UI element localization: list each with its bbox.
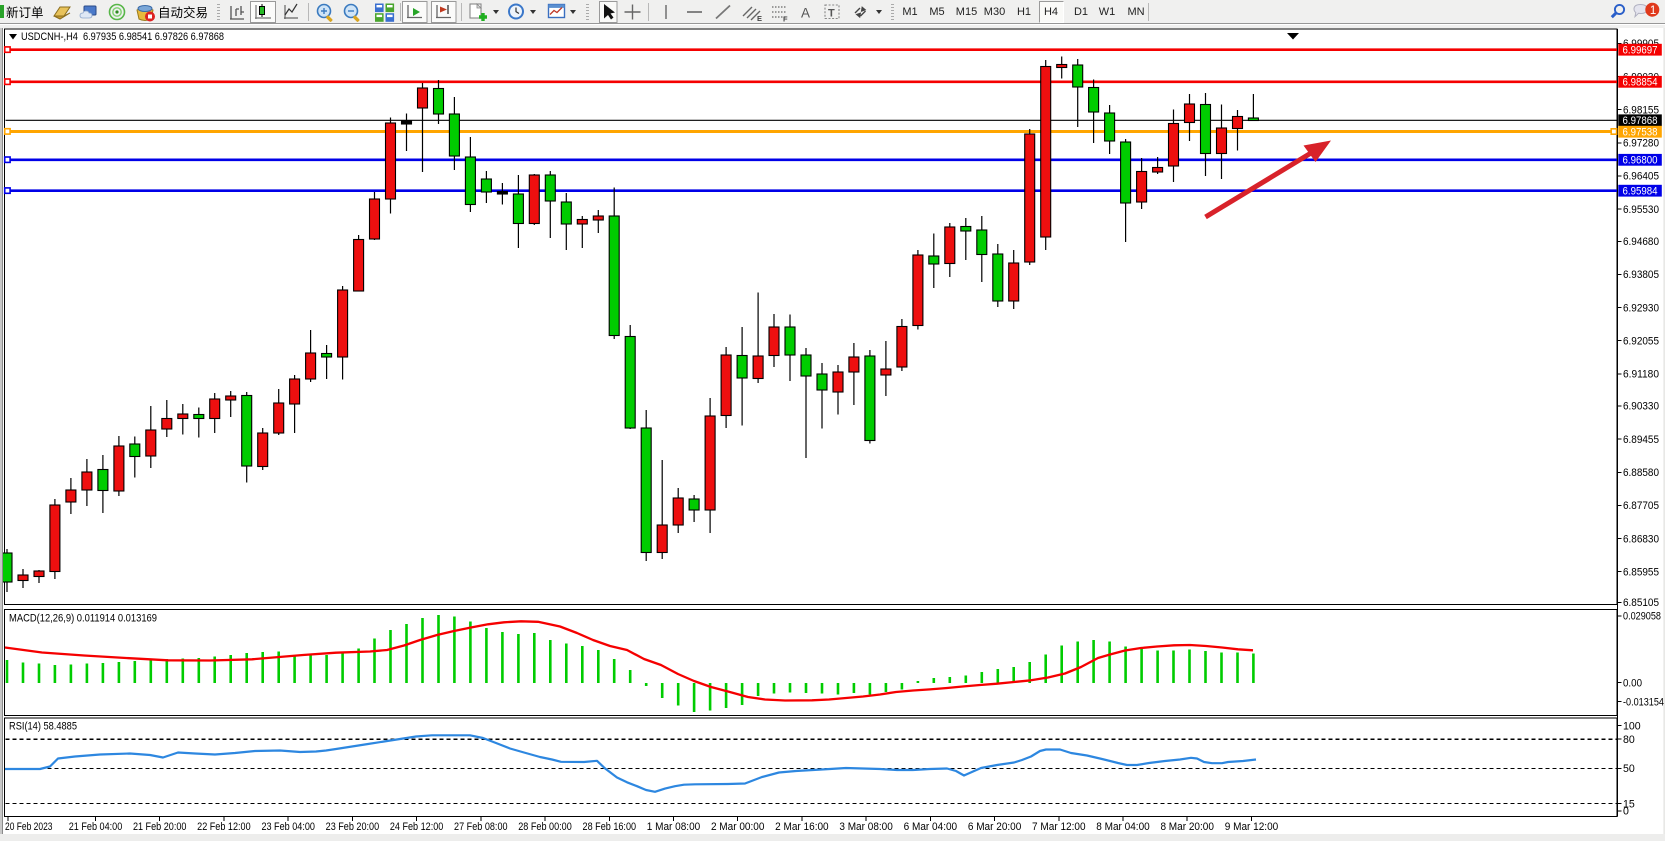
svg-text:USDCNH-,H4 6.97935 6.98541 6.: USDCNH-,H4 6.97935 6.98541 6.97826 6.978… [21, 31, 224, 43]
svg-text:6.89455: 6.89455 [1623, 434, 1659, 446]
svg-text:6.97280: 6.97280 [1623, 138, 1659, 150]
svg-text:0: 0 [1623, 806, 1629, 818]
svg-text:22 Feb 12:00: 22 Feb 12:00 [197, 821, 251, 833]
svg-text:MACD(12,26,9) 0.011914 0.01316: MACD(12,26,9) 0.011914 0.013169 [9, 613, 157, 625]
svg-text:6.95530: 6.95530 [1623, 204, 1659, 216]
svg-text:6.92055: 6.92055 [1623, 335, 1659, 347]
svg-text:8 Mar 04:00: 8 Mar 04:00 [1096, 821, 1150, 833]
svg-text:6.91180: 6.91180 [1623, 369, 1659, 381]
svg-text:8 Mar 20:00: 8 Mar 20:00 [1160, 821, 1214, 833]
svg-text:6.88580: 6.88580 [1623, 467, 1659, 479]
svg-text:6 Mar 20:00: 6 Mar 20:00 [968, 821, 1022, 833]
svg-text:7 Mar 12:00: 7 Mar 12:00 [1032, 821, 1086, 833]
svg-text:6.85105: 6.85105 [1623, 597, 1659, 609]
svg-text:A: A [801, 6, 810, 21]
svg-text:-0.013154: -0.013154 [1623, 696, 1664, 708]
svg-text:6.97538: 6.97538 [1623, 127, 1658, 139]
svg-text:2 Mar 16:00: 2 Mar 16:00 [775, 821, 829, 833]
svg-text:2 Mar 00:00: 2 Mar 00:00 [711, 821, 765, 833]
svg-text:0.029058: 0.029058 [1623, 611, 1661, 623]
svg-text:23 Feb 04:00: 23 Feb 04:00 [261, 821, 315, 833]
svg-text:自动交易: 自动交易 [158, 5, 208, 20]
svg-text:6.90330: 6.90330 [1623, 401, 1659, 413]
svg-text:6.85955: 6.85955 [1623, 566, 1659, 578]
svg-text:6 Mar 04:00: 6 Mar 04:00 [904, 821, 958, 833]
svg-text:6.99697: 6.99697 [1623, 45, 1658, 57]
svg-text:6.87705: 6.87705 [1623, 500, 1659, 512]
svg-text:6.93805: 6.93805 [1623, 269, 1659, 281]
svg-text:50: 50 [1623, 763, 1635, 775]
svg-text:6.98854: 6.98854 [1623, 77, 1658, 89]
svg-text:3 Mar 08:00: 3 Mar 08:00 [839, 821, 893, 833]
svg-text:F: F [783, 15, 788, 24]
svg-text:6.98155: 6.98155 [1623, 104, 1659, 116]
svg-text:9 Mar 12:00: 9 Mar 12:00 [1225, 821, 1279, 833]
svg-text:20 Feb 2023: 20 Feb 2023 [5, 821, 53, 833]
svg-text:RSI(14) 58.4885: RSI(14) 58.4885 [9, 721, 77, 733]
svg-text:6.96405: 6.96405 [1623, 171, 1659, 183]
svg-text:80: 80 [1623, 734, 1635, 746]
svg-text:6.92930: 6.92930 [1623, 302, 1659, 314]
svg-text:6.94680: 6.94680 [1623, 236, 1659, 248]
svg-text:24 Feb 12:00: 24 Feb 12:00 [390, 821, 444, 833]
svg-text:28 Feb 16:00: 28 Feb 16:00 [583, 821, 637, 833]
svg-text:E: E [757, 14, 762, 23]
svg-text:0.00: 0.00 [1623, 677, 1642, 689]
svg-text:T: T [828, 8, 835, 20]
svg-text:21 Feb 20:00: 21 Feb 20:00 [133, 821, 187, 833]
svg-text:6.97868: 6.97868 [1623, 115, 1658, 127]
svg-text:28 Feb 00:00: 28 Feb 00:00 [518, 821, 572, 833]
svg-text:6.96800: 6.96800 [1623, 155, 1658, 167]
svg-text:新订单: 新订单 [6, 5, 44, 20]
svg-text:15: 15 [1623, 798, 1635, 810]
svg-text:1 Mar 08:00: 1 Mar 08:00 [647, 821, 701, 833]
svg-text:23 Feb 20:00: 23 Feb 20:00 [326, 821, 380, 833]
svg-text:6.95984: 6.95984 [1623, 186, 1658, 198]
svg-text:27 Feb 08:00: 27 Feb 08:00 [454, 821, 508, 833]
svg-text:21 Feb 04:00: 21 Feb 04:00 [69, 821, 123, 833]
svg-text:1: 1 [1650, 5, 1656, 17]
svg-text:100: 100 [1623, 720, 1641, 732]
svg-text:6.86830: 6.86830 [1623, 533, 1659, 545]
